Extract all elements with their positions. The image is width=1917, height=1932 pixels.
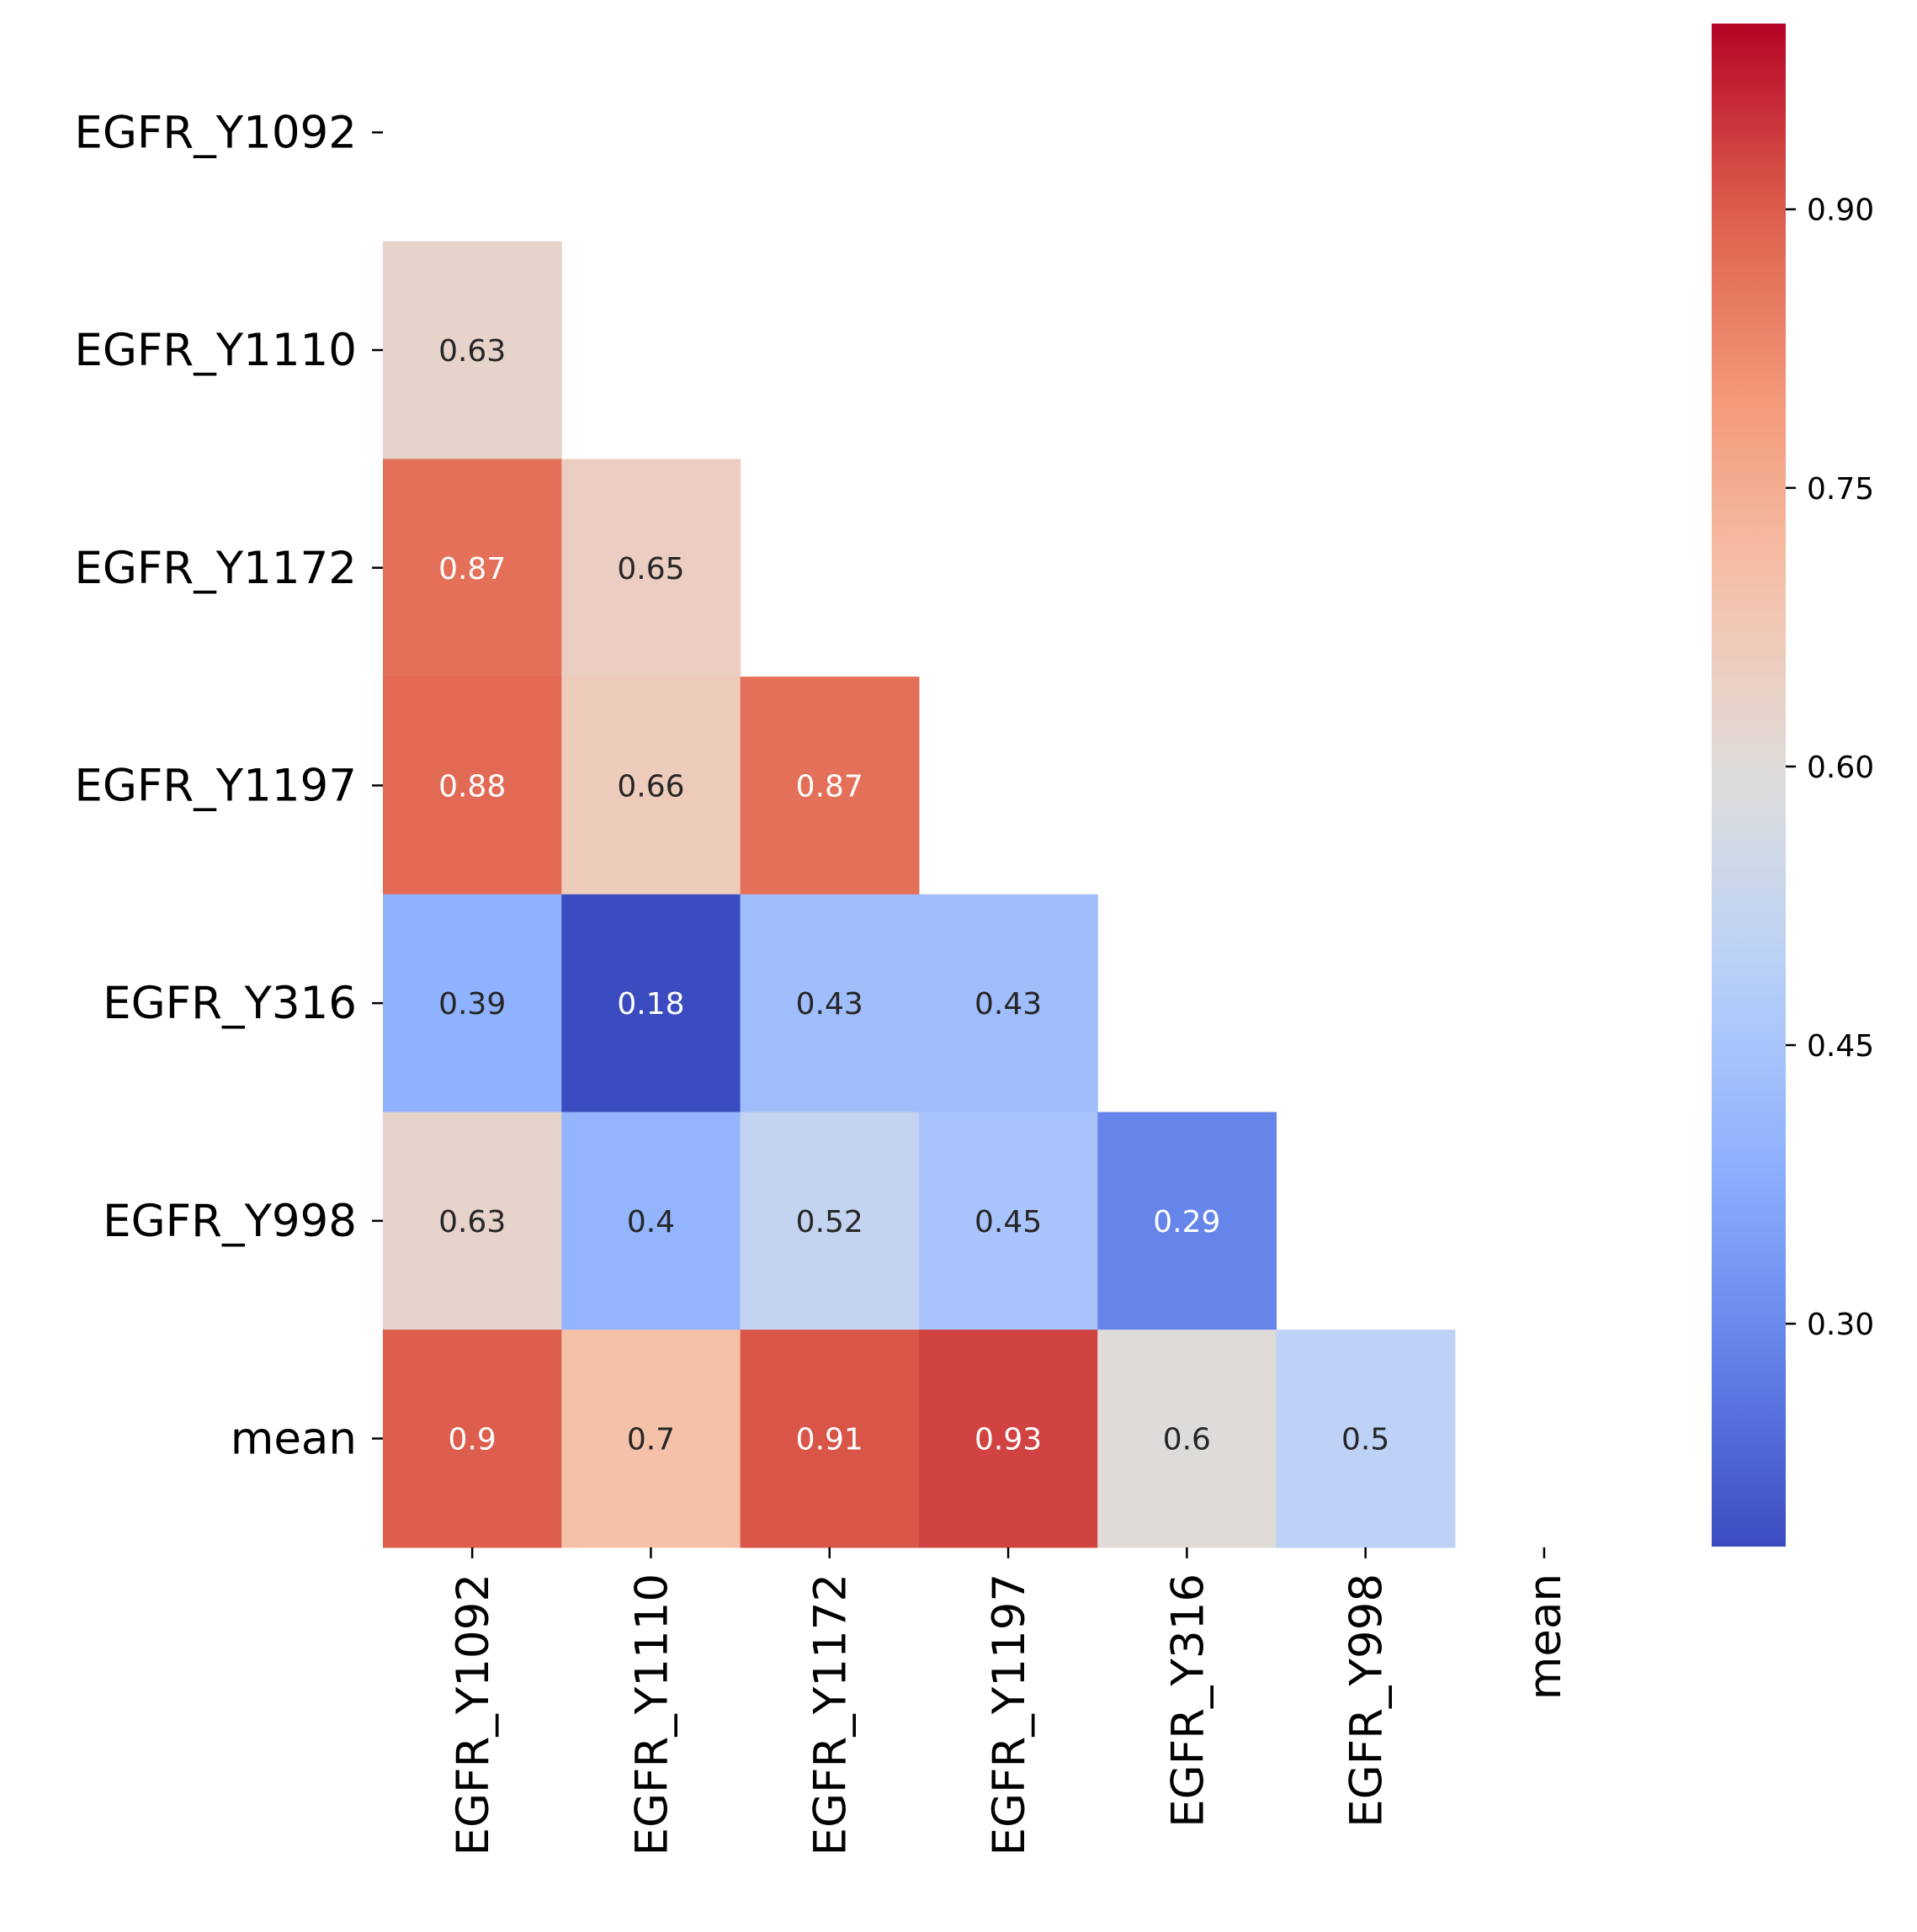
cell-annotation-r5-c2: 0.52 [796,1205,863,1239]
cell-annotation-r1-c0: 0.63 [438,334,506,369]
cell-annotation-r4-c2: 0.43 [796,987,863,1022]
heatmap-cell-r3-c1 [561,677,741,895]
cell-annotation-r6-c4: 0.6 [1163,1423,1211,1457]
heatmap-cell-r5-c1 [561,1112,741,1330]
cell-annotation-r5-c1: 0.4 [627,1205,675,1239]
colorbar-tick-label-0: 0.30 [1807,1308,1874,1342]
x-tick-label-5: EGFR_Y998 [1341,1574,1393,1828]
cell-annotation-r3-c2: 0.87 [796,769,863,804]
heatmap-cell-r4-c3 [918,894,1098,1113]
x-tick-label-4: EGFR_Y316 [1162,1574,1213,1828]
colorbar-tick-label-1: 0.45 [1807,1029,1874,1064]
cell-annotation-r2-c1: 0.65 [617,552,684,586]
y-tick-label-1: EGFR_Y1110 [74,325,357,376]
x-tick-label-3: EGFR_Y1197 [984,1574,1035,1856]
heatmap-cell-r6-c0 [383,1330,562,1548]
heatmap-cell-r5-c4 [1097,1112,1277,1330]
x-tick-label-0: EGFR_Y1092 [448,1574,499,1856]
heatmap-cell-r5-c0 [383,1112,562,1330]
colorbar-tick-label-2: 0.60 [1807,751,1874,785]
heatmap-cell-r2-c1 [561,459,741,677]
cell-annotation-r4-c3: 0.43 [974,987,1042,1022]
heatmap-cells [383,241,1456,1548]
cell-annotation-r6-c2: 0.91 [796,1423,863,1457]
y-tick-label-5: EGFR_Y998 [103,1196,357,1247]
colorbar-tick-label-3: 0.75 [1807,472,1874,507]
colorbar-tick-label-4: 0.90 [1807,194,1874,228]
heatmap-cell-r1-c0 [383,241,562,459]
cell-annotation-r3-c1: 0.66 [617,769,684,804]
heatmap-cell-r6-c5 [1276,1330,1456,1548]
heatmap-cell-r6-c1 [561,1330,741,1548]
y-tick-label-6: mean [231,1414,357,1465]
heatmap-cell-r4-c0 [383,894,562,1113]
y-axis: EGFR_Y1092 EGFR_Y1110 EGFR_Y1172 EGFR_Y1197… [74,107,383,1465]
cell-annotation-r4-c0: 0.39 [438,987,506,1022]
cell-annotation-r5-c3: 0.45 [974,1205,1042,1239]
x-tick-label-2: EGFR_Y1172 [805,1574,857,1856]
cell-annotation-r6-c1: 0.7 [627,1423,675,1457]
heatmap-cell-r6-c2 [740,1330,920,1548]
heatmap-cell-r5-c2 [740,1112,920,1330]
colorbar: 0.30 0.45 0.60 0.75 0.90 [1712,24,1874,1547]
x-axis: EGFR_Y1092 EGFR_Y1110 EGFR_Y1172 EGFR_Y1197… [448,1547,1571,1856]
heatmap-cell-r4-c1 [561,894,741,1113]
x-tick-label-1: EGFR_Y1110 [626,1574,677,1856]
heatmap-cell-r5-c3 [918,1112,1098,1330]
y-tick-label-0: EGFR_Y1092 [74,107,357,158]
y-tick-label-4: EGFR_Y316 [103,978,357,1029]
x-tick-label-6: mean [1520,1574,1571,1700]
cell-annotation-r6-c0: 0.9 [449,1423,497,1457]
cell-annotation-r6-c5: 0.5 [1341,1423,1389,1457]
cell-annotation-r2-c0: 0.87 [438,552,506,586]
colorbar-gradient [1712,24,1786,1547]
y-tick-label-2: EGFR_Y1172 [74,543,357,594]
heatmap-cell-r3-c2 [740,677,920,895]
heatmap-cell-r3-c0 [383,677,562,895]
cell-annotation-r6-c3: 0.93 [974,1423,1042,1457]
heatmap-cell-r6-c4 [1097,1330,1277,1548]
cell-annotations: 0.63 0.87 0.65 0.88 0.66 0.87 0.39 0.18 0.43 0.43… [438,334,1389,1457]
y-tick-label-3: EGFR_Y1197 [74,760,357,811]
heatmap-cell-r6-c3 [918,1330,1098,1548]
cell-annotation-r5-c0: 0.63 [438,1205,506,1239]
cell-annotation-r4-c1: 0.18 [617,987,684,1022]
heatmap-cell-r4-c2 [740,894,920,1113]
cell-annotation-r3-c0: 0.88 [438,769,506,804]
cell-annotation-r5-c4: 0.29 [1153,1205,1220,1239]
heatmap-cell-r2-c0 [383,459,562,677]
